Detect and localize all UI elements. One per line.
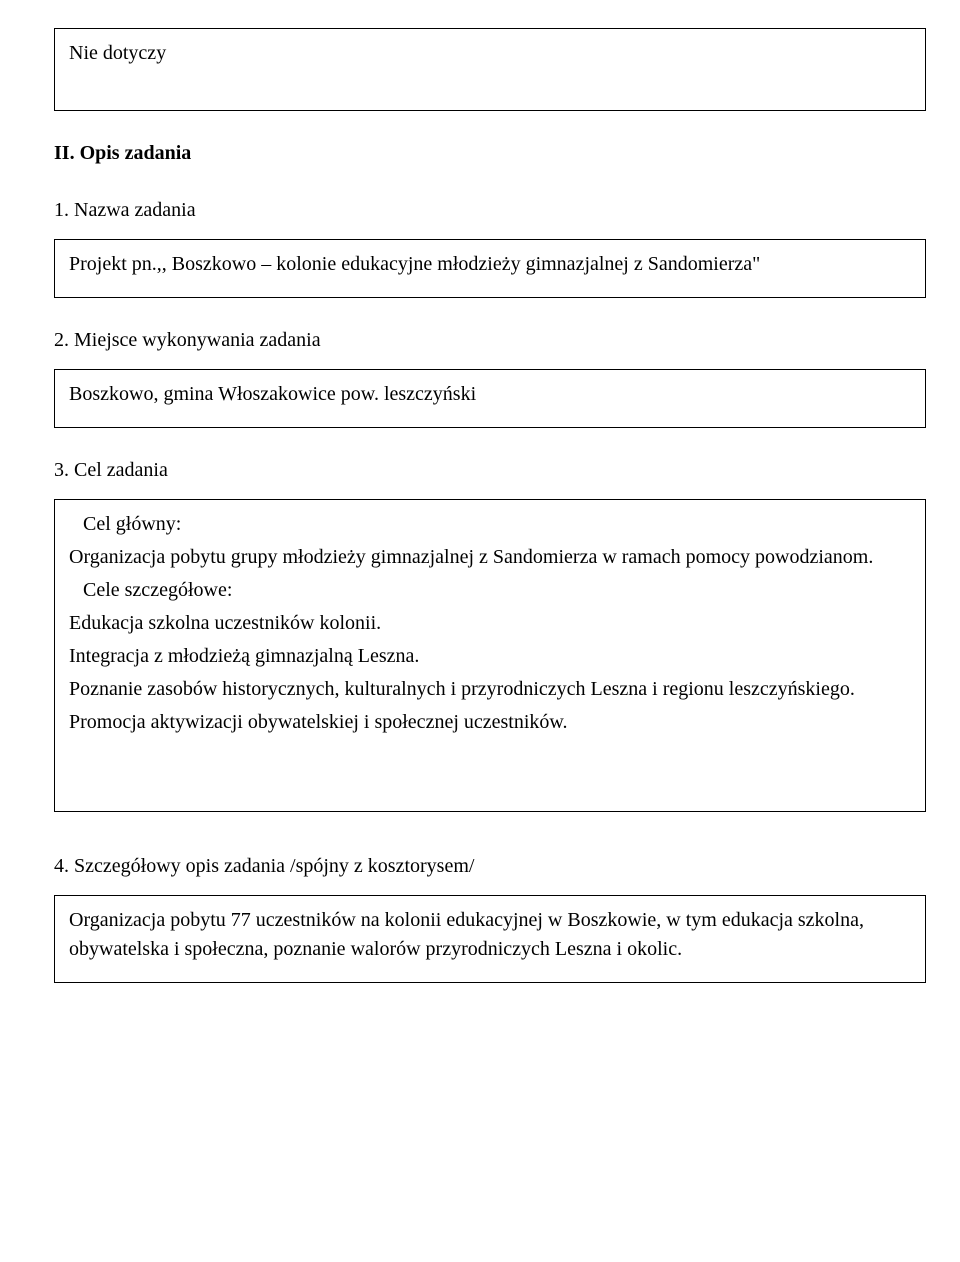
text-projekt: Projekt pn.,, Boszkowo – kolonie edukacy… <box>69 250 911 279</box>
text-nie-dotyczy: Nie dotyczy <box>69 39 911 68</box>
box-szczegolowy-opis: Organizacja pobytu 77 uczestników na kol… <box>54 895 926 983</box>
box-nie-dotyczy: Nie dotyczy <box>54 28 926 111</box>
label-miejsce: 2. Miejsce wykonywania zadania <box>54 326 926 355</box>
text-miejsce: Boszkowo, gmina Włoszakowice pow. leszcz… <box>69 380 911 409</box>
label-szczegolowy-opis: 4. Szczegółowy opis zadania /spójny z ko… <box>54 852 926 881</box>
label-nazwa-zadania: 1. Nazwa zadania <box>54 196 926 225</box>
text-cel-glowny-label: Cel główny: <box>69 510 911 539</box>
text-cel-integracja: Integracja z młodzieżą gimnazjalną Leszn… <box>69 642 911 671</box>
label-cel-zadania: 3. Cel zadania <box>54 456 926 485</box>
text-szczegolowy-opis: Organizacja pobytu 77 uczestników na kol… <box>69 906 911 964</box>
text-cel-poznanie: Poznanie zasobów historycznych, kultural… <box>69 675 911 704</box>
text-cel-promocja: Promocja aktywizacji obywatelskiej i spo… <box>69 708 911 737</box>
text-cel-edukacja: Edukacja szkolna uczestników kolonii. <box>69 609 911 638</box>
section-heading: II. Opis zadania <box>54 139 926 168</box>
box-miejsce: Boszkowo, gmina Włoszakowice pow. leszcz… <box>54 369 926 428</box>
text-cele-szczegolowe-label: Cele szczegółowe: <box>69 576 911 605</box>
box-cel-zadania: Cel główny: Organizacja pobytu grupy mło… <box>54 499 926 812</box>
box-nazwa-zadania: Projekt pn.,, Boszkowo – kolonie edukacy… <box>54 239 926 298</box>
text-cel-glowny-body: Organizacja pobytu grupy młodzieży gimna… <box>69 543 911 572</box>
